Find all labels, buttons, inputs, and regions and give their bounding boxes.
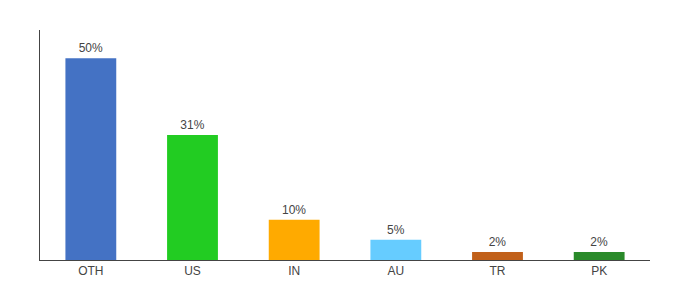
svg-text:50%: 50%	[79, 41, 103, 55]
svg-text:AU: AU	[387, 264, 404, 278]
svg-text:2%: 2%	[590, 235, 608, 249]
svg-text:TR: TR	[490, 264, 506, 278]
svg-text:5%: 5%	[387, 223, 405, 237]
svg-text:OTH: OTH	[78, 264, 103, 278]
svg-text:PK: PK	[591, 264, 607, 278]
svg-text:US: US	[184, 264, 201, 278]
svg-text:10%: 10%	[282, 203, 306, 217]
svg-text:2%: 2%	[489, 235, 507, 249]
svg-text:IN: IN	[288, 264, 300, 278]
svg-text:31%: 31%	[180, 118, 204, 132]
